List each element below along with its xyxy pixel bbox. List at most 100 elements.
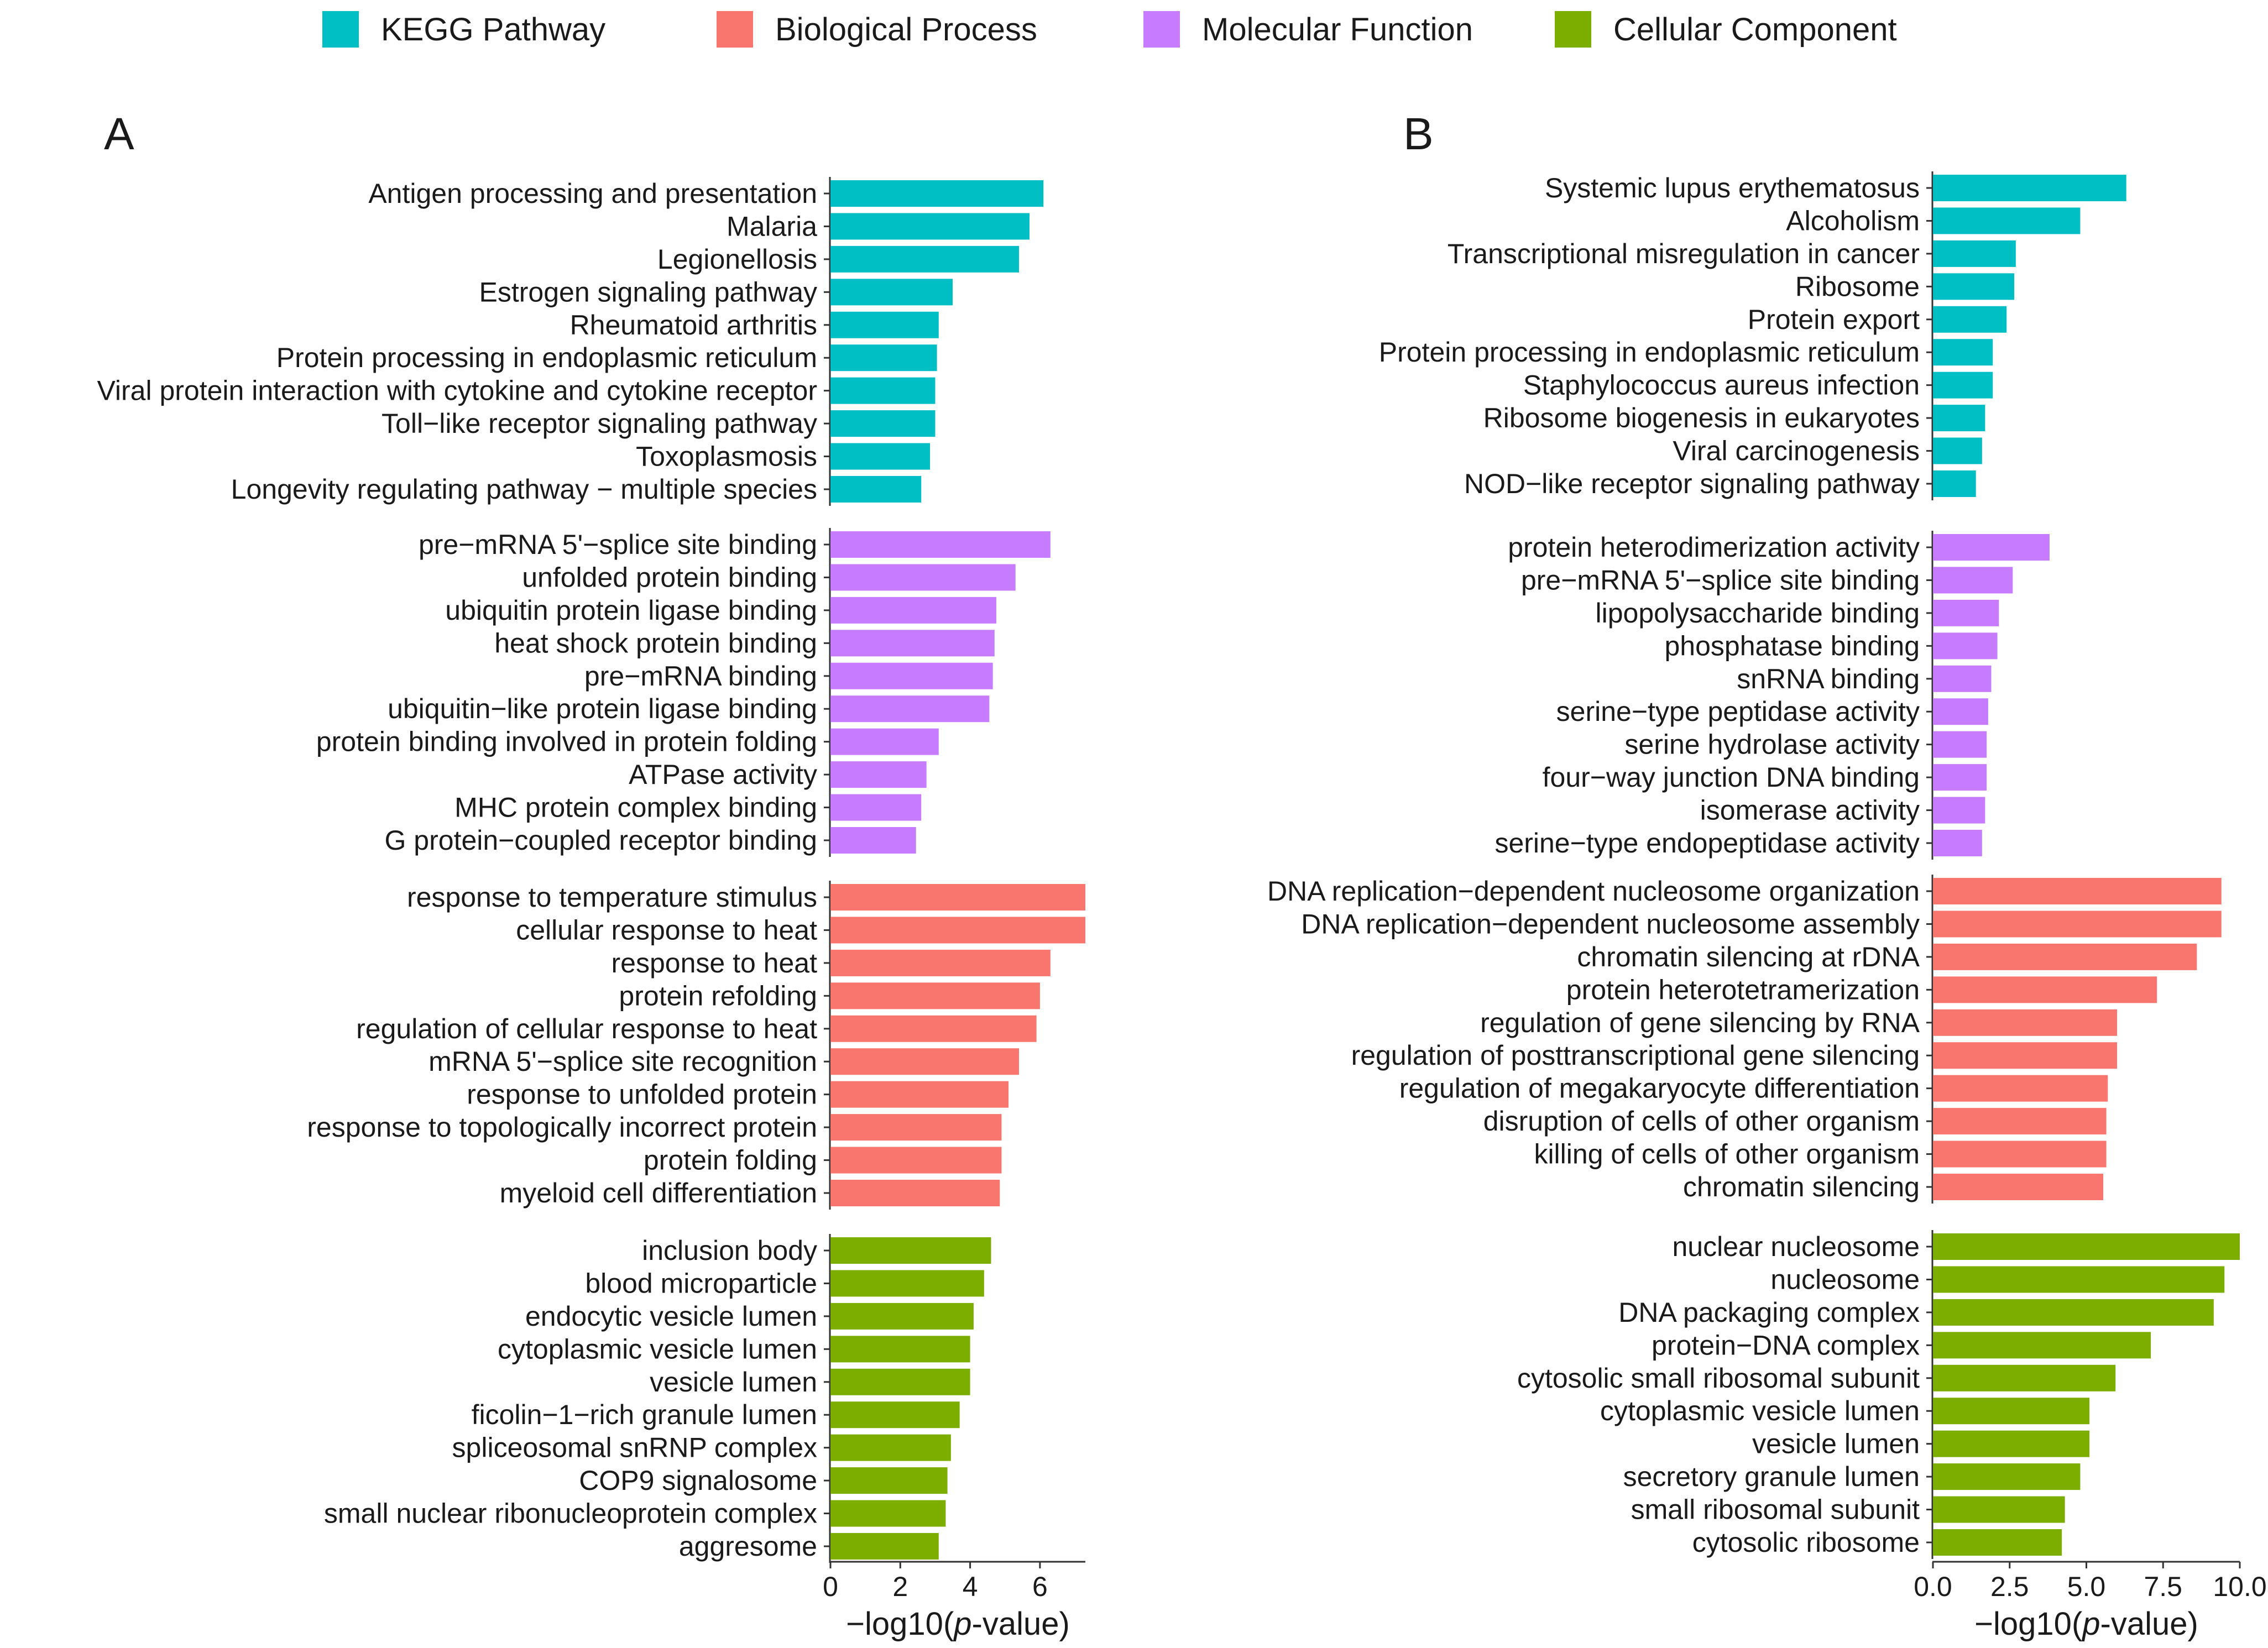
bar-mrna-5-splice-site-recognition — [830, 1048, 1020, 1075]
category-label: serine−type endopeptidase activity — [1494, 828, 1920, 859]
category-label: cytoplasmic vesicle lumen — [498, 1333, 817, 1364]
category-label: protein heterotetramerization — [1566, 974, 1920, 1005]
x-tick-label: 2.5 — [1990, 1571, 2029, 1602]
bar-nucleosome — [1933, 1266, 2225, 1293]
legend-swatch-molecular-function — [1143, 11, 1180, 48]
category-label: secretory granule lumen — [1623, 1461, 1920, 1492]
bar-dna-replication-dependent-nucleosome-assembly — [1933, 911, 2222, 938]
legend-item-biological-process: Biological Process — [717, 10, 1037, 49]
bar-serine-type-endopeptidase-activity — [1933, 830, 1982, 856]
category-label: Legionellosis — [657, 244, 817, 275]
category-label: Viral protein interaction with cytokine … — [97, 375, 817, 406]
category-label: response to heat — [612, 948, 818, 979]
bar-lipopolysaccharide-binding — [1933, 599, 1999, 626]
category-label: ubiquitin−like protein ligase binding — [388, 693, 817, 724]
bar-legionellosis — [830, 245, 1020, 273]
category-label: Estrogen signaling pathway — [479, 276, 818, 307]
bar-longevity-regulating-pathway-multiple-species — [830, 476, 922, 503]
category-label: endocytic vesicle lumen — [525, 1301, 817, 1332]
bar-ubiquitin-protein-ligase-binding — [830, 597, 996, 624]
category-label: vesicle lumen — [650, 1367, 817, 1398]
bar-regulation-of-megakaryocyte-differentiation — [1933, 1075, 2108, 1102]
panel-label: A — [104, 109, 134, 159]
legend-label-cellular-component: Cellular Component — [1613, 11, 1897, 48]
bar-ribosome — [1933, 273, 2015, 300]
category-label: nuclear nucleosome — [1673, 1231, 1920, 1262]
category-label: regulation of cellular response to heat — [356, 1013, 817, 1044]
bar-response-to-topologically-incorrect-protein — [830, 1114, 1002, 1141]
bar-viral-protein-interaction-with-cytokine-and-cyto — [830, 377, 936, 404]
category-label: isomerase activity — [1700, 795, 1920, 826]
category-label: Viral carcinogenesis — [1673, 436, 1920, 467]
bar-four-way-junction-dna-binding — [1933, 764, 1987, 791]
category-label: Protein processing in endoplasmic reticu… — [276, 342, 817, 373]
bar-ribosome-biogenesis-in-eukaryotes — [1933, 405, 1985, 432]
bar-secretory-granule-lumen — [1933, 1463, 2081, 1490]
category-label: protein heterodimerization activity — [1508, 532, 1920, 563]
bar-chromatin-silencing — [1933, 1174, 2104, 1200]
category-label: aggresome — [679, 1531, 817, 1562]
category-label: protein binding involved in protein fold… — [316, 726, 817, 757]
category-label: killing of cells of other organism — [1534, 1139, 1920, 1170]
category-label: NOD−like receptor signaling pathway — [1464, 468, 1920, 499]
bar-small-nuclear-ribonucleoprotein-complex — [830, 1500, 946, 1527]
category-label: nucleosome — [1770, 1264, 1920, 1295]
category-label: protein−DNA complex — [1652, 1330, 1920, 1361]
group-molecular-function: protein heterodimerization activitypre−m… — [1494, 531, 2050, 860]
category-label: DNA replication−dependent nucleosome ass… — [1301, 908, 1920, 939]
legend-item-kegg-pathway: KEGG Pathway — [322, 10, 605, 49]
group-biological-process: response to temperature stimuluscellular… — [307, 881, 1085, 1210]
bar-chromatin-silencing-at-rdna — [1933, 943, 2197, 970]
category-label: MHC protein complex binding — [454, 792, 817, 823]
bar-malaria — [830, 213, 1030, 240]
bar-blood-microparticle — [830, 1270, 984, 1297]
bar-rheumatoid-arthritis — [830, 311, 939, 338]
x-tick-label: 6 — [1032, 1571, 1048, 1602]
bar-protein-heterodimerization-activity — [1933, 534, 2050, 561]
category-label: Transcriptional misregulation in cancer — [1447, 238, 1920, 269]
bar-killing-of-cells-of-other-organism — [1933, 1140, 2107, 1168]
category-label: chromatin silencing at rDNA — [1577, 941, 1920, 972]
category-label: Ribosome biogenesis in eukaryotes — [1483, 402, 1920, 433]
x-tick-label: 10.0 — [2213, 1571, 2266, 1602]
category-label: spliceosomal snRNP complex — [452, 1432, 817, 1463]
category-label: pre−mRNA 5'−splice site binding — [1521, 564, 1920, 595]
bar-heat-shock-protein-binding — [830, 630, 995, 657]
bar-response-to-unfolded-protein — [830, 1081, 1009, 1108]
category-label: ficolin−1−rich granule lumen — [472, 1399, 817, 1430]
bar-antigen-processing-and-presentation — [830, 180, 1044, 207]
panel-a: A Antigen processing and presentationMala… — [97, 109, 1085, 1642]
panel-b: B Systemic lupus erythematosusAlcoholismT… — [1267, 109, 2267, 1642]
category-label: response to topologically incorrect prot… — [307, 1112, 817, 1143]
bar-mhc-protein-complex-binding — [830, 794, 922, 821]
bar-cytosolic-ribosome — [1933, 1529, 2062, 1556]
category-label: four−way junction DNA binding — [1543, 762, 1920, 793]
category-label: Longevity regulating pathway − multiple … — [231, 474, 817, 505]
category-label: regulation of gene silencing by RNA — [1480, 1007, 1920, 1038]
category-label: inclusion body — [642, 1235, 817, 1266]
legend-item-cellular-component: Cellular Component — [1555, 10, 1897, 49]
bar-vesicle-lumen — [1933, 1430, 2090, 1457]
category-label: Antigen processing and presentation — [368, 178, 817, 209]
category-label: mRNA 5'−splice site recognition — [428, 1046, 817, 1077]
bar-systemic-lupus-erythematosus — [1933, 175, 2126, 201]
category-label: snRNA binding — [1737, 663, 1920, 694]
category-label: small nuclear ribonucleoprotein complex — [324, 1498, 817, 1529]
category-label: response to temperature stimulus — [407, 882, 817, 913]
bar-unfolded-protein-binding — [830, 564, 1016, 591]
category-label: vesicle lumen — [1752, 1429, 1920, 1459]
category-label: Ribosome — [1795, 271, 1920, 302]
category-label: regulation of megakaryocyte differentiat… — [1399, 1073, 1920, 1104]
group-molecular-function: pre−mRNA 5'−splice site bindingunfolded … — [316, 528, 1051, 857]
legend-swatch-cellular-component — [1555, 11, 1591, 48]
bar-snrna-binding — [1933, 665, 1992, 692]
bar-staphylococcus-aureus-infection — [1933, 372, 1993, 399]
category-label: cytosolic ribosome — [1692, 1527, 1920, 1558]
legend-label-molecular-function: Molecular Function — [1202, 11, 1473, 48]
category-label: Systemic lupus erythematosus — [1545, 172, 1920, 203]
bar-protein-export — [1933, 306, 2007, 333]
bar-toll-like-receptor-signaling-pathway — [830, 410, 936, 437]
category-label: small ribosomal subunit — [1631, 1494, 1920, 1525]
